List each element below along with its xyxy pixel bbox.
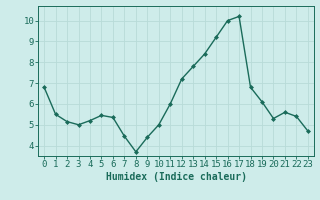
- X-axis label: Humidex (Indice chaleur): Humidex (Indice chaleur): [106, 172, 246, 182]
